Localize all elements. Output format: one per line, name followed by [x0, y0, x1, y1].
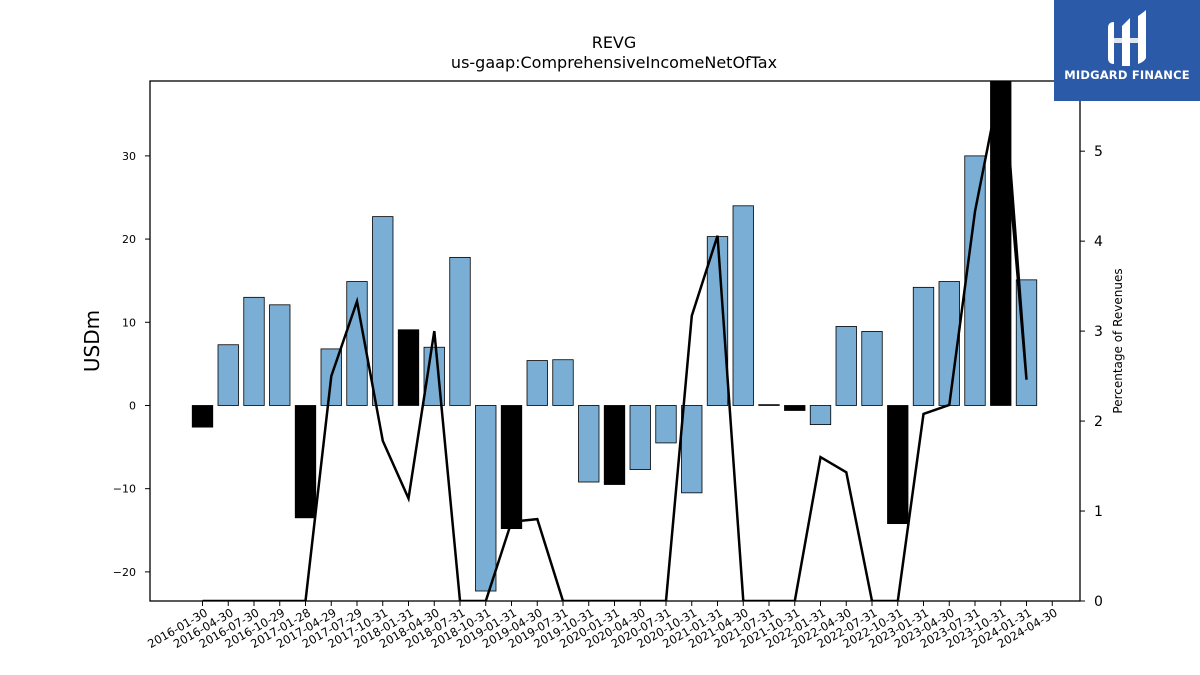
- bar-2019-01-31: [500, 405, 523, 530]
- bar-2020-04-30: [629, 405, 651, 470]
- bar-2018-07-31: [449, 256, 471, 406]
- y-tick-label: −20: [113, 566, 136, 579]
- y-tick-label: 20: [122, 233, 136, 246]
- y-tick-label: −10: [113, 483, 136, 496]
- midgard-finance-logo: MIDGARD FINANCE: [1054, 0, 1200, 101]
- bar-2016-04-30: [217, 344, 239, 406]
- bar-2016-01-30: [191, 405, 214, 428]
- bar-2018-10-31: [475, 405, 497, 592]
- y2-tick-label: 1: [1094, 504, 1103, 520]
- bar-2018-01-31: [397, 329, 420, 406]
- bar-2022-04-30: [835, 326, 857, 406]
- bar-2020-07-31: [655, 405, 677, 444]
- y-tick-label: 0: [129, 399, 136, 412]
- bar-2021-10-31: [784, 405, 806, 411]
- bar-2022-10-31: [887, 405, 909, 525]
- y-axis-label: USDm: [80, 310, 104, 372]
- bar-2023-07-31: [964, 155, 986, 406]
- bar-2017-01-28: [294, 405, 317, 519]
- bar-2019-10-31: [578, 405, 600, 483]
- bar-2020-10-31: [681, 405, 703, 494]
- bar-2023-01-31: [912, 286, 935, 406]
- bar-2016-07-30: [243, 296, 265, 406]
- bar-2019-04-30: [526, 360, 548, 406]
- midgard-logo-icon: [1108, 10, 1146, 66]
- percentage-line: [202, 81, 1028, 601]
- y2-tick-label: 0: [1094, 594, 1103, 610]
- bar-2020-01-31: [603, 405, 626, 485]
- bar-2022-07-31: [861, 331, 883, 406]
- y2-tick-label: 2: [1094, 414, 1103, 430]
- y-tick-label: 10: [122, 316, 136, 329]
- bar-2022-01-31: [809, 405, 832, 426]
- y-tick-label: 30: [122, 150, 136, 163]
- bar-2019-07-31: [552, 359, 574, 406]
- brand-name: MIDGARD FINANCE: [1064, 68, 1190, 82]
- y2-axis-label: Percentage of Revenues: [1111, 268, 1125, 413]
- chart-subtitle: us-gaap:ComprehensiveIncomeNetOfTax: [451, 53, 777, 72]
- y2-tick-label: 3: [1094, 324, 1103, 340]
- y2-tick-label: 4: [1094, 234, 1103, 250]
- chart-title: REVG: [592, 33, 637, 52]
- bar-2021-07-31: [758, 404, 780, 406]
- bar-2017-10-31: [372, 216, 394, 406]
- bar-2021-04-30: [732, 205, 754, 406]
- bar-2016-10-29: [269, 304, 291, 406]
- y2-tick-label: 5: [1094, 144, 1103, 160]
